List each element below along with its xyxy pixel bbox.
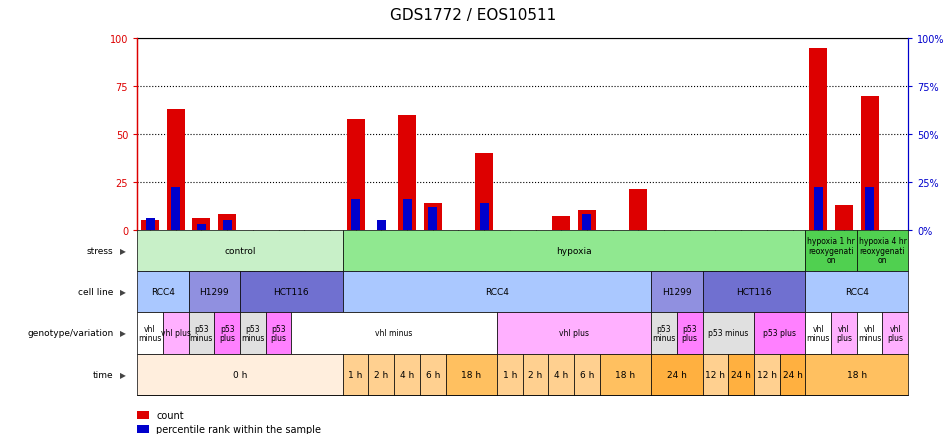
Text: vhl
minus: vhl minus bbox=[807, 324, 830, 342]
Text: 18 h: 18 h bbox=[616, 370, 636, 379]
Bar bbox=[398, 115, 416, 230]
Bar bbox=[219, 215, 236, 230]
Text: 0 h: 0 h bbox=[233, 370, 247, 379]
Text: 6 h: 6 h bbox=[426, 370, 440, 379]
Text: hypoxia: hypoxia bbox=[556, 246, 592, 255]
Bar bbox=[377, 220, 386, 230]
Bar bbox=[222, 220, 232, 230]
Bar bbox=[835, 205, 853, 230]
Text: ▶: ▶ bbox=[120, 329, 126, 338]
Bar bbox=[166, 110, 184, 230]
Text: stress: stress bbox=[87, 246, 114, 255]
Text: 24 h: 24 h bbox=[782, 370, 802, 379]
Text: vhl
minus: vhl minus bbox=[858, 324, 882, 342]
Bar bbox=[865, 188, 874, 230]
Text: p53
plus: p53 plus bbox=[682, 324, 698, 342]
Bar bbox=[146, 219, 154, 230]
Bar bbox=[475, 154, 493, 230]
Text: RCC4: RCC4 bbox=[485, 287, 509, 296]
Text: RCC4: RCC4 bbox=[845, 287, 868, 296]
Text: p53
minus: p53 minus bbox=[653, 324, 675, 342]
Text: 2 h: 2 h bbox=[529, 370, 543, 379]
Text: p53
plus: p53 plus bbox=[271, 324, 287, 342]
Text: p53
minus: p53 minus bbox=[190, 324, 213, 342]
Text: 4 h: 4 h bbox=[400, 370, 414, 379]
Bar bbox=[809, 49, 827, 230]
Text: percentile rank within the sample: percentile rank within the sample bbox=[156, 424, 321, 434]
Text: 18 h: 18 h bbox=[462, 370, 482, 379]
Bar bbox=[429, 207, 437, 230]
Text: RCC4: RCC4 bbox=[151, 287, 175, 296]
Text: 2 h: 2 h bbox=[375, 370, 389, 379]
Text: 1 h: 1 h bbox=[348, 370, 363, 379]
Bar bbox=[141, 220, 159, 230]
Bar bbox=[583, 215, 591, 230]
Text: control: control bbox=[224, 246, 255, 255]
Bar bbox=[578, 211, 596, 230]
Text: GDS1772 / EOS10511: GDS1772 / EOS10511 bbox=[390, 8, 556, 23]
Bar bbox=[197, 224, 206, 230]
Bar bbox=[402, 200, 412, 230]
Text: genotype/variation: genotype/variation bbox=[27, 329, 114, 338]
Text: vhl plus: vhl plus bbox=[559, 329, 589, 338]
Text: vhl
plus: vhl plus bbox=[836, 324, 852, 342]
Text: p53 minus: p53 minus bbox=[708, 329, 748, 338]
Text: p53 plus: p53 plus bbox=[763, 329, 797, 338]
Bar bbox=[480, 203, 489, 230]
Bar bbox=[814, 188, 823, 230]
Text: 1 h: 1 h bbox=[502, 370, 517, 379]
Text: ▶: ▶ bbox=[120, 287, 126, 296]
Text: 24 h: 24 h bbox=[667, 370, 687, 379]
Bar bbox=[346, 119, 364, 230]
Bar bbox=[171, 188, 181, 230]
Bar bbox=[629, 190, 647, 230]
Bar bbox=[552, 217, 570, 230]
Text: p53
plus: p53 plus bbox=[219, 324, 236, 342]
Text: 18 h: 18 h bbox=[847, 370, 867, 379]
Text: H1299: H1299 bbox=[662, 287, 692, 296]
Text: 12 h: 12 h bbox=[757, 370, 777, 379]
Text: 12 h: 12 h bbox=[706, 370, 726, 379]
Text: time: time bbox=[93, 370, 114, 379]
Text: p53
minus: p53 minus bbox=[241, 324, 265, 342]
Text: 4 h: 4 h bbox=[554, 370, 569, 379]
Text: hypoxia 4 hr
reoxygenati
on: hypoxia 4 hr reoxygenati on bbox=[859, 237, 906, 265]
Text: HCT116: HCT116 bbox=[736, 287, 772, 296]
Text: vhl minus: vhl minus bbox=[376, 329, 412, 338]
Text: vhl plus: vhl plus bbox=[161, 329, 191, 338]
Text: count: count bbox=[156, 410, 184, 420]
Bar bbox=[861, 96, 879, 230]
Text: vhl
plus: vhl plus bbox=[887, 324, 903, 342]
Text: 6 h: 6 h bbox=[580, 370, 594, 379]
Bar bbox=[192, 219, 210, 230]
Text: vhl
minus: vhl minus bbox=[138, 324, 162, 342]
Text: 24 h: 24 h bbox=[731, 370, 751, 379]
Text: H1299: H1299 bbox=[200, 287, 229, 296]
Text: hypoxia 1 hr
reoxygenati
on: hypoxia 1 hr reoxygenati on bbox=[807, 237, 855, 265]
Text: ▶: ▶ bbox=[120, 246, 126, 255]
Text: ▶: ▶ bbox=[120, 370, 126, 379]
Bar bbox=[351, 200, 360, 230]
Text: cell line: cell line bbox=[79, 287, 114, 296]
Bar bbox=[424, 203, 442, 230]
Text: HCT116: HCT116 bbox=[273, 287, 309, 296]
